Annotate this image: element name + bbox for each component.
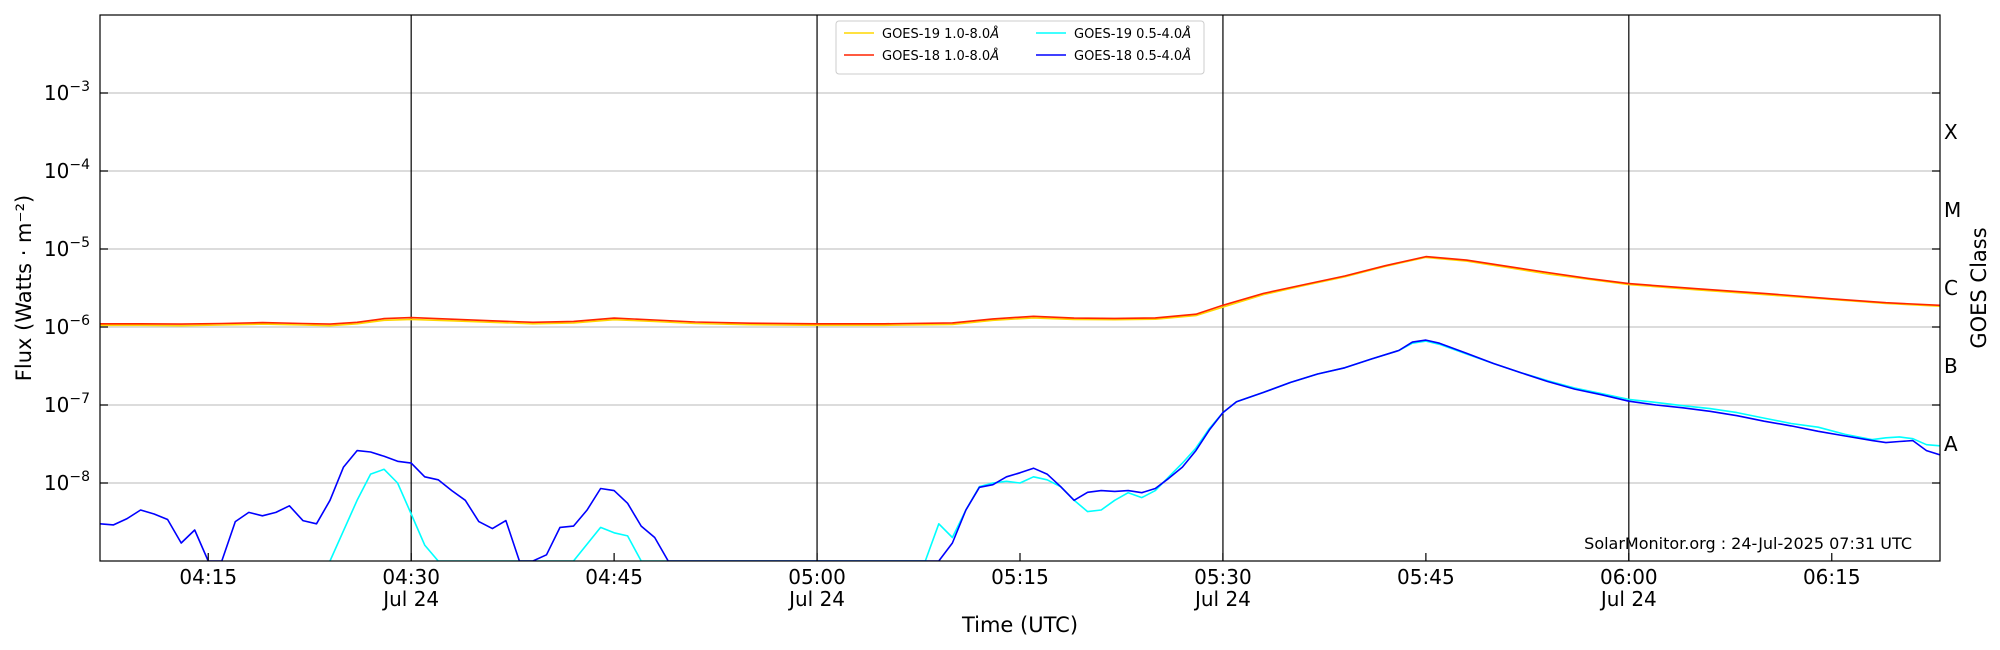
series-line-goes-19-0-5-4-0 <box>329 340 1940 561</box>
goes-class-b: B <box>1944 354 1958 378</box>
x-tick-date-label: Jul 24 <box>787 587 845 611</box>
x-tick-label: 05:45 <box>1397 565 1455 589</box>
legend-label: GOES-19 1.0-8.0Å <box>882 26 999 42</box>
y-tick-label: 10−6 <box>44 313 90 339</box>
watermark-text: SolarMonitor.org : 24-Jul-2025 07:31 UTC <box>1584 534 1912 553</box>
right-axis-title: GOES Class <box>1967 227 1991 348</box>
y-tick-label: 10−5 <box>44 235 90 261</box>
x-tick-label: 04:15 <box>179 565 237 589</box>
y-tick-label: 10−8 <box>44 469 90 495</box>
goes-class-a: A <box>1944 432 1958 456</box>
x-tick-date-label: Jul 24 <box>1193 587 1251 611</box>
x-tick-label: 06:00 <box>1600 565 1658 589</box>
series-line-goes-19-1-0-8-0 <box>100 256 1940 327</box>
series-lines <box>100 255 1940 561</box>
x-tick-label: 04:45 <box>585 565 643 589</box>
x-tick-label: 05:15 <box>991 565 1049 589</box>
legend-box <box>835 20 1205 75</box>
goes-class-labels: A B C M X <box>1944 120 1961 456</box>
y-axis-title: Flux (Watts · m⁻²) <box>12 195 36 381</box>
x-tick-label: 04:30 <box>382 565 440 589</box>
y-axis-ticks: 10−8 10−7 10−6 10−5 10−4 10−3 <box>44 79 1940 495</box>
series-line-goes-18-0-5-4-0 <box>100 339 1940 561</box>
series-line-goes-18-1-0-8-0 <box>100 255 1940 325</box>
y-tick-label: 10−4 <box>44 157 90 183</box>
y-tick-label: 10−7 <box>44 391 90 417</box>
legend-label: GOES-19 0.5-4.0Å <box>1074 26 1191 42</box>
x-tick-date-label: Jul 24 <box>1599 587 1657 611</box>
goes-class-x: X <box>1944 120 1958 144</box>
x-tick-label: 06:15 <box>1803 565 1861 589</box>
x-tick-label: 05:30 <box>1194 565 1252 589</box>
legend: GOES-19 1.0-8.0Å GOES-19 0.5-4.0Å GOES-18 … <box>835 20 1205 75</box>
grid-lines <box>100 92 1940 484</box>
legend-label: GOES-18 0.5-4.0Å <box>1074 48 1191 64</box>
y-tick-label: 10−3 <box>44 79 90 105</box>
vertical-time-markers <box>410 15 1630 561</box>
x-axis-title: Time (UTC) <box>961 613 1078 637</box>
legend-label: GOES-18 1.0-8.0Å <box>882 48 999 64</box>
goes-class-c: C <box>1944 276 1958 300</box>
x-tick-date-label: Jul 24 <box>381 587 439 611</box>
goes-class-m: M <box>1944 198 1961 222</box>
x-tick-label: 05:00 <box>788 565 846 589</box>
